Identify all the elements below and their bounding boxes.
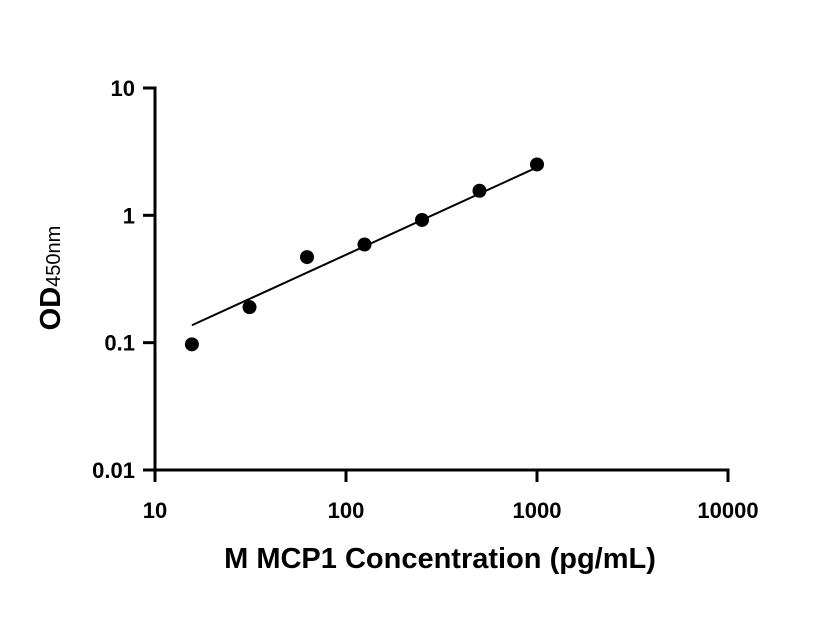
data-points xyxy=(184,157,544,352)
data-point xyxy=(472,183,487,198)
data-point xyxy=(184,337,199,352)
x-tick-label: 1000 xyxy=(513,498,562,523)
y-tick-label: 0.1 xyxy=(104,331,135,356)
data-point xyxy=(530,157,544,172)
x-tick-label: 10000 xyxy=(697,498,758,523)
data-point xyxy=(415,212,430,227)
y-axis-title-subscript: 450nm xyxy=(43,226,65,287)
data-point xyxy=(242,300,257,315)
y-tick-label: 1 xyxy=(123,203,135,228)
x-axis-title: M MCP1 Concentration (pg/mL) xyxy=(224,543,656,575)
y-tick-label: 10 xyxy=(111,76,135,101)
data-point xyxy=(300,250,315,265)
data-point xyxy=(357,237,372,252)
y-ticks: 0.01 0.1 1 10 xyxy=(92,76,155,483)
axes xyxy=(153,86,730,472)
x-ticks: 10 100 1000 10000 xyxy=(143,470,759,523)
y-axis-title: OD450nm xyxy=(35,226,67,331)
y-axis-title-main: OD xyxy=(35,287,67,331)
y-tick-label: 0.01 xyxy=(92,458,135,483)
x-tick-label: 10 xyxy=(143,498,167,523)
x-tick-label: 100 xyxy=(328,498,365,523)
